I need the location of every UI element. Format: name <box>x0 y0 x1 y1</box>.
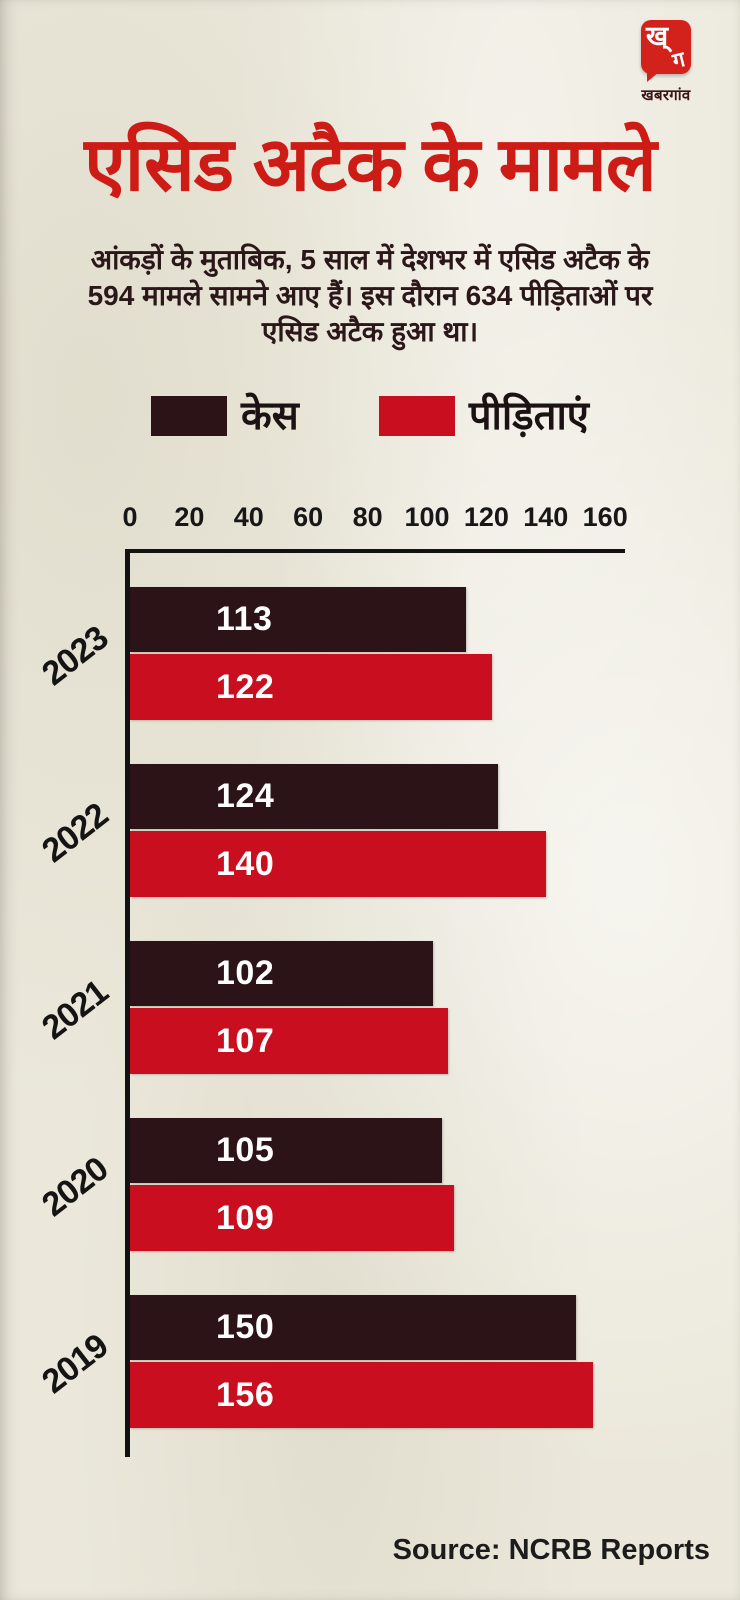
year-label: 2019 <box>34 1326 115 1401</box>
speech-bubble-tail-icon <box>647 72 659 82</box>
cases-swatch-icon <box>151 396 228 436</box>
bar-chart: 2023 113 122 2022 124 140 2021 102 107 2020 105 109… <box>0 549 740 1464</box>
x-tick-60: 60 <box>293 502 324 532</box>
x-tick-0: 0 <box>122 502 138 532</box>
x-tick-40: 40 <box>233 502 264 532</box>
x-axis-tick-labels: 0 20 40 60 80 100 120 140 160 <box>0 502 740 536</box>
bar-value-label: 156 <box>216 1375 275 1414</box>
bar-group-2021: 2021 102 107 <box>0 941 740 1074</box>
source-credit: Source: NCRB Reports <box>392 1534 710 1566</box>
victims-bar-2021: 107 <box>130 1008 448 1074</box>
year-label: 2022 <box>34 795 115 870</box>
cases-bar-2023: 113 <box>130 587 466 652</box>
y-axis-line <box>125 549 130 1457</box>
x-tick-120: 120 <box>463 502 509 532</box>
logo-monogram-top: ख् <box>646 21 669 51</box>
bar-value-label: 124 <box>216 777 275 815</box>
x-axis-line <box>125 549 625 553</box>
x-tick-20: 20 <box>174 502 205 532</box>
x-tick-140: 140 <box>523 502 569 532</box>
victims-swatch-icon <box>378 396 455 436</box>
legend-item-cases: केस <box>151 396 299 436</box>
cases-bar-2021: 102 <box>130 941 433 1006</box>
page-title: एसिड अटैक के मामले <box>84 122 657 206</box>
bar-value-label: 140 <box>216 844 275 883</box>
victims-bar-2019: 156 <box>130 1362 593 1428</box>
bar-value-label: 109 <box>216 1198 275 1237</box>
year-label: 2020 <box>34 1149 115 1224</box>
bar-value-label: 107 <box>216 1021 275 1060</box>
bar-value-label: 105 <box>216 1131 275 1169</box>
year-label: 2023 <box>34 618 115 693</box>
legend-label-victims: पीड़िताएं <box>468 394 589 438</box>
logo-badge-icon: ख् ग <box>641 20 691 82</box>
victims-bar-2023: 122 <box>130 654 492 720</box>
logo: ख् ग खबरगांव <box>618 20 714 105</box>
subtitle-line: आंकड़ों के मुताबिक, 5 साल में देशभर में … <box>90 244 650 275</box>
bar-group-2023: 2023 113 122 <box>0 587 740 720</box>
x-tick-160: 160 <box>582 502 628 532</box>
bar-value-label: 102 <box>216 954 275 992</box>
subtitle-line: एसिड अटैक हुआ था। <box>261 316 479 347</box>
legend-item-victims: पीड़िताएं <box>378 394 589 438</box>
logo-wordmark: खबरगांव <box>641 87 691 104</box>
bar-group-2022: 2022 124 140 <box>0 764 740 897</box>
bar-group-2020: 2020 105 109 <box>0 1118 740 1251</box>
logo-monogram-bottom: ग <box>670 47 688 74</box>
bar-value-label: 150 <box>216 1308 275 1346</box>
victims-bar-2022: 140 <box>130 831 546 897</box>
x-tick-80: 80 <box>352 502 383 532</box>
cases-bar-2022: 124 <box>130 764 498 829</box>
subtitle: आंकड़ों के मुताबिक, 5 साल में देशभर में … <box>30 242 710 350</box>
chart-legend: केस पीड़िताएं <box>0 396 740 436</box>
year-label: 2021 <box>34 972 115 1047</box>
cases-bar-2020: 105 <box>130 1118 442 1183</box>
bar-value-label: 113 <box>216 600 273 638</box>
bar-group-2019: 2019 150 156 <box>0 1295 740 1428</box>
cases-bar-2019: 150 <box>130 1295 576 1360</box>
victims-bar-2020: 109 <box>130 1185 454 1251</box>
legend-label-cases: केस <box>241 394 299 438</box>
subtitle-line: 594 मामले सामने आए हैं। इस दौरान 634 पीड… <box>87 280 653 311</box>
bar-value-label: 122 <box>216 667 275 706</box>
x-tick-100: 100 <box>404 502 450 532</box>
